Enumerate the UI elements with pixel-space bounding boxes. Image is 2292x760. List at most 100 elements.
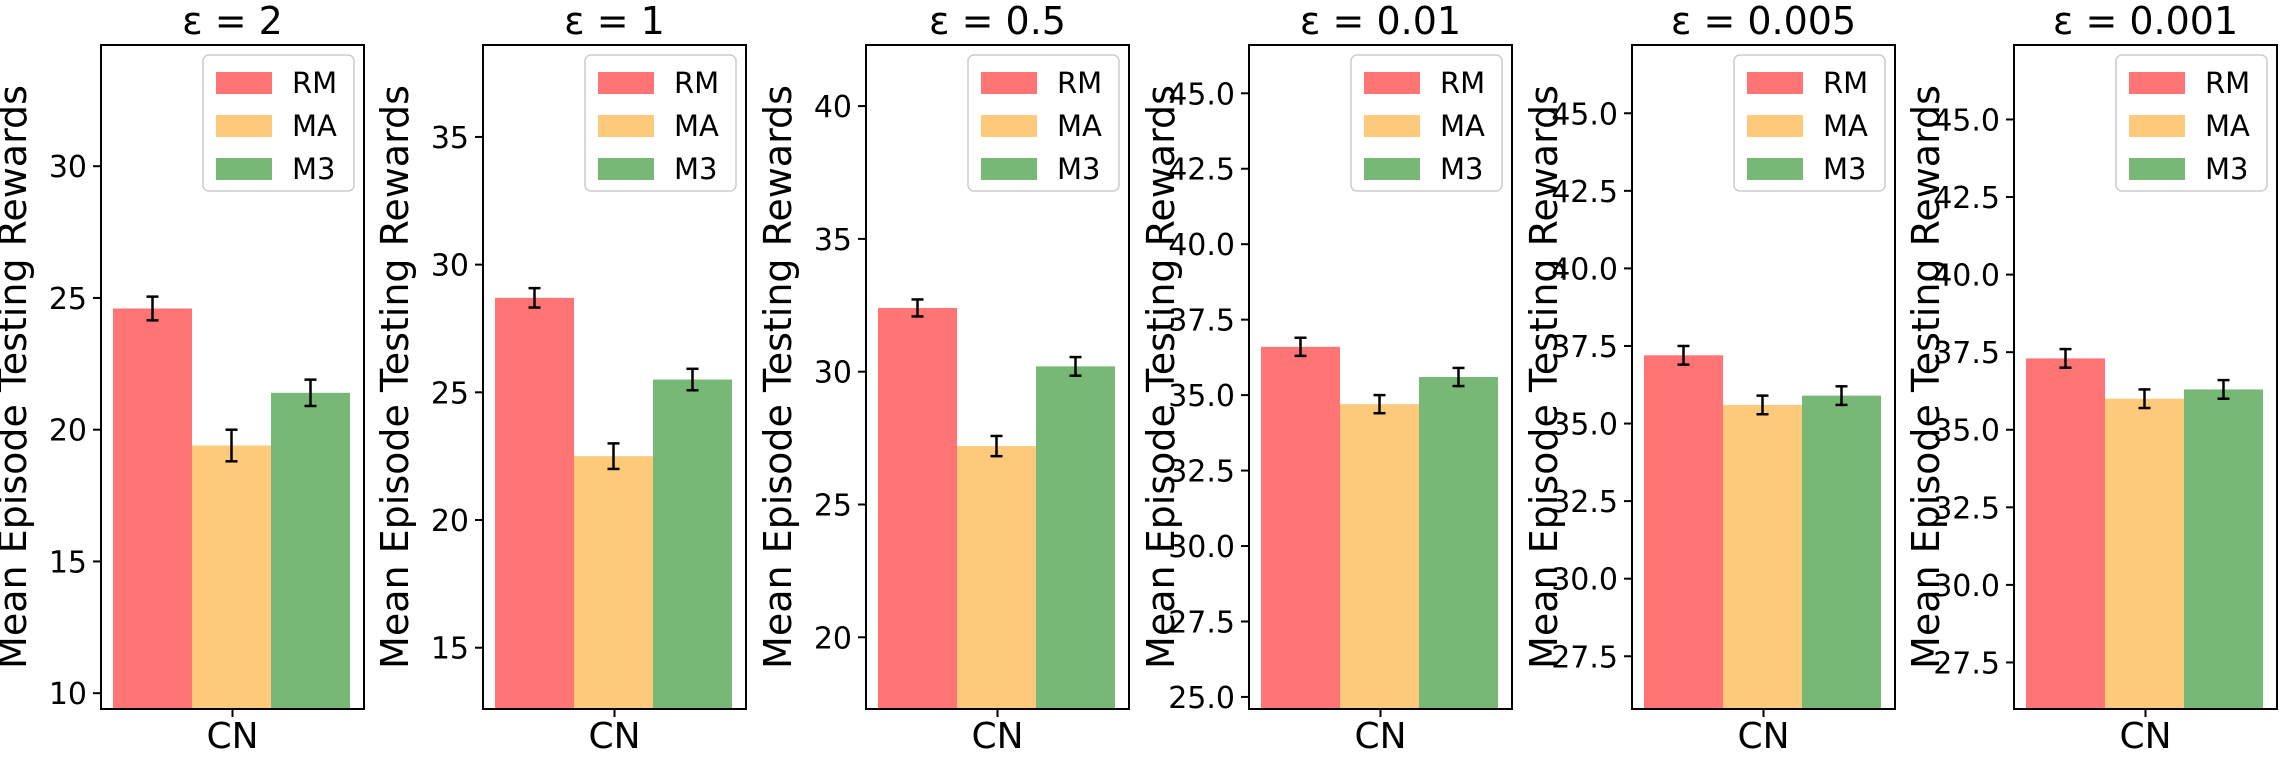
- legend-label-m3: M3: [2205, 152, 2248, 186]
- panel-title: ε = 2: [182, 0, 283, 43]
- bar-m3: [1036, 366, 1115, 709]
- y-tick-label: 37.5: [1933, 336, 2000, 371]
- y-axis-label: Mean Episode Testing Rewards: [1904, 85, 1948, 669]
- y-tick-label: 37.5: [1168, 304, 1235, 339]
- y-tick-label: 30: [49, 150, 87, 185]
- error-bar-m3: [2217, 378, 2230, 400]
- y-tick-label: 35.0: [1933, 414, 2000, 449]
- y-tick-label: 45.0: [1933, 103, 2000, 138]
- y-axis-label: Mean Episode Testing Rewards: [756, 85, 800, 669]
- bar-rm: [1261, 346, 1340, 709]
- x-tick-label: CN: [1354, 716, 1406, 757]
- panel-title: ε = 0.01: [1300, 0, 1461, 43]
- y-axis-label: Mean Episode Testing Rewards: [373, 85, 417, 669]
- legend-swatch-ma: [981, 115, 1037, 137]
- panel-5: 27.5 30.0 32.5 35.0 37.5 40.0 42.5 45.0 CN ε = 0.…: [1522, 0, 1896, 757]
- legend-label-rm: RM: [2205, 66, 2250, 100]
- bar-rm: [2026, 358, 2105, 709]
- error-bar-rm: [2059, 347, 2072, 369]
- panel-title: ε = 1: [564, 0, 665, 43]
- bar-rm: [113, 308, 192, 709]
- y-tick-label: 35.0: [1168, 379, 1235, 414]
- legend-swatch-m3: [2129, 158, 2185, 180]
- error-bar-ma: [1373, 393, 1386, 415]
- legend: RM MA M3: [202, 54, 355, 192]
- y-tick-label: 25.0: [1168, 681, 1235, 716]
- y-tick-label: 27.5: [1168, 605, 1235, 640]
- error-bar-ma: [607, 442, 620, 471]
- bar-m3: [1802, 395, 1881, 709]
- legend-swatch-rm: [1747, 72, 1803, 94]
- y-tick-label: 30: [814, 356, 852, 391]
- legend: RM MA M3: [2115, 54, 2268, 192]
- legend-swatch-rm: [2129, 72, 2185, 94]
- panel-1: 10 15 20 25 30 CN ε = 2 Mean Episode Testing Re…: [0, 0, 365, 757]
- legend-label-m3: M3: [1057, 152, 1100, 186]
- bar-rm: [1644, 355, 1723, 709]
- bar-ma: [574, 456, 653, 709]
- error-bar-rm: [1677, 344, 1690, 366]
- legend-label-rm: RM: [1823, 66, 1868, 100]
- error-bar-m3: [686, 367, 699, 392]
- error-bar-ma: [2138, 388, 2151, 410]
- legend-swatch-ma: [1747, 115, 1803, 137]
- legend-swatch-ma: [598, 115, 654, 137]
- legend: RM MA M3: [1733, 54, 1886, 192]
- y-tick-label: 25: [431, 376, 469, 411]
- legend: RM MA M3: [967, 54, 1120, 192]
- y-tick-label: 30.0: [1168, 530, 1235, 565]
- y-tick-label: 30: [431, 249, 469, 284]
- bar-ma: [1340, 404, 1419, 709]
- error-bar-m3: [1069, 355, 1082, 377]
- y-tick-label: 20: [49, 414, 87, 449]
- error-bar-ma: [990, 434, 1003, 458]
- y-tick-label: 40.0: [1551, 252, 1618, 287]
- panel-title: ε = 0.005: [1671, 0, 1856, 43]
- legend-swatch-rm: [981, 72, 1037, 94]
- bar-ma: [2105, 398, 2184, 709]
- bar-m3: [271, 392, 350, 709]
- y-tick-label: 20: [814, 621, 852, 656]
- y-axis-label: Mean Episode Testing Rewards: [1139, 85, 1183, 669]
- bar-ma: [1723, 404, 1802, 709]
- y-tick-label: 15: [49, 545, 87, 580]
- y-tick-label: 35: [431, 121, 469, 156]
- y-tick-label: 20: [431, 504, 469, 539]
- bar-m3: [1419, 377, 1498, 709]
- y-tick-label: 30.0: [1933, 569, 2000, 604]
- legend: RM MA M3: [584, 54, 737, 192]
- y-tick-label: 40: [814, 90, 852, 125]
- x-tick-label: CN: [2119, 716, 2171, 757]
- bar-ma: [192, 445, 271, 709]
- y-tick-label: 42.5: [1933, 181, 2000, 216]
- error-bar-rm: [528, 286, 541, 309]
- y-tick-label: 42.5: [1551, 175, 1618, 210]
- legend-swatch-rm: [1364, 72, 1420, 94]
- legend-label-rm: RM: [1440, 66, 1485, 100]
- legend-label-rm: RM: [292, 66, 337, 100]
- legend-label-ma: MA: [1057, 109, 1102, 143]
- y-tick-label: 45.0: [1168, 77, 1235, 112]
- legend-label-m3: M3: [674, 152, 717, 186]
- panel-6: 27.5 30.0 32.5 35.0 37.5 40.0 42.5 45.0 CN ε = 0.…: [1904, 0, 2278, 757]
- y-tick-label: 25: [49, 282, 87, 317]
- error-bar-m3: [1835, 385, 1848, 407]
- panel-title: ε = 0.001: [2053, 0, 2238, 43]
- y-axis-label: Mean Episode Testing Rewards: [0, 85, 35, 669]
- y-tick-label: 37.5: [1551, 330, 1618, 365]
- legend-swatch-ma: [216, 115, 272, 137]
- error-bar-rm: [911, 298, 924, 318]
- y-tick-label: 35.0: [1551, 408, 1618, 443]
- y-tick-label: 27.5: [1551, 640, 1618, 675]
- bar-m3: [2184, 389, 2263, 709]
- legend-label-rm: RM: [1057, 66, 1102, 100]
- y-axis-label: Mean Episode Testing Rewards: [1522, 85, 1566, 669]
- y-tick-label: 25: [814, 488, 852, 523]
- x-tick-label: CN: [971, 716, 1023, 757]
- legend-swatch-m3: [216, 158, 272, 180]
- legend-label-ma: MA: [1823, 109, 1868, 143]
- bar-rm: [495, 297, 574, 709]
- legend-swatch-rm: [216, 72, 272, 94]
- y-tick-label: 32.5: [1168, 455, 1235, 490]
